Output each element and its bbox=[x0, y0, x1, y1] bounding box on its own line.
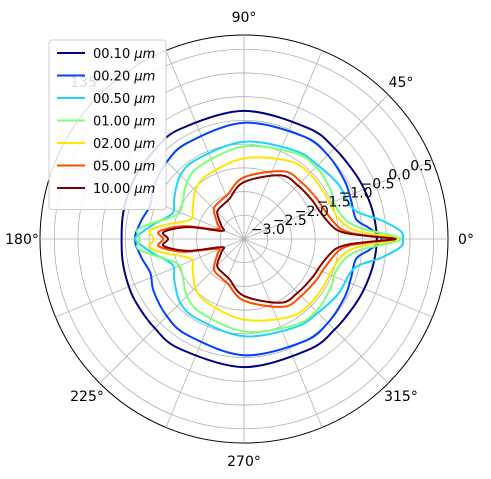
series-line-0 bbox=[120, 109, 378, 369]
legend-label-1: 00.20 μm bbox=[93, 70, 155, 85]
radial-tick-label-7: 0.5 bbox=[410, 158, 432, 174]
angular-gridline-13 bbox=[243, 238, 323, 428]
radial-tick-label-1: −2.5 bbox=[273, 213, 307, 229]
radial-tick-label-5: −0.5 bbox=[360, 177, 394, 193]
series-layer bbox=[120, 109, 405, 369]
radial-tick-label-3: −1.5 bbox=[317, 195, 351, 211]
radial-tick-label-0: −3.0 bbox=[251, 222, 285, 238]
polar-grid bbox=[39, 34, 449, 444]
series-line-2 bbox=[133, 140, 405, 338]
radial-tick-label-6: 0.0 bbox=[388, 167, 410, 183]
radial-tick-labels: −3.0−2.5−2.0−1.5−1.0−0.50.00.5 bbox=[251, 158, 433, 238]
legend-label-0: 00.10 μm bbox=[93, 47, 155, 62]
legend-label-5: 05.00 μm bbox=[93, 160, 155, 175]
series-line-4 bbox=[148, 156, 400, 322]
series-line-3 bbox=[136, 145, 402, 333]
angle-tick-label-45: 45° bbox=[389, 75, 414, 91]
angular-gridline-5 bbox=[165, 50, 245, 240]
angular-gridline-10 bbox=[99, 238, 245, 384]
legend-label-6: 10.00 μm bbox=[93, 182, 155, 197]
angle-tick-label-315: 315° bbox=[384, 389, 418, 405]
legend-label-4: 02.00 μm bbox=[93, 137, 155, 152]
angle-tick-label-225: 225° bbox=[70, 389, 104, 405]
series-line-6 bbox=[161, 174, 397, 304]
angle-tick-label-270: 270° bbox=[227, 454, 261, 470]
angular-gridline-15 bbox=[243, 238, 433, 318]
angular-gridline-11 bbox=[165, 238, 245, 428]
legend-box bbox=[48, 39, 167, 210]
angle-tick-label-90: 90° bbox=[232, 10, 257, 26]
legend-label-3: 01.00 μm bbox=[93, 115, 155, 130]
angle-tick-label-0: 0° bbox=[458, 232, 474, 248]
angular-gridline-1 bbox=[243, 160, 433, 240]
angle-tick-label-180: 180° bbox=[5, 232, 39, 248]
angular-gridline-3 bbox=[243, 50, 323, 240]
legend: 00.10 μm 00.20 μm 00.50 μm 01.00 μm 02.00 μm… bbox=[48, 39, 167, 210]
angular-gridline-9 bbox=[55, 238, 245, 318]
legend-label-2: 00.50 μm bbox=[93, 92, 155, 107]
radial-tick-label-4: −1.0 bbox=[339, 186, 373, 202]
series-line-5 bbox=[157, 170, 397, 308]
radial-tick-label-2: −2.0 bbox=[295, 204, 329, 220]
